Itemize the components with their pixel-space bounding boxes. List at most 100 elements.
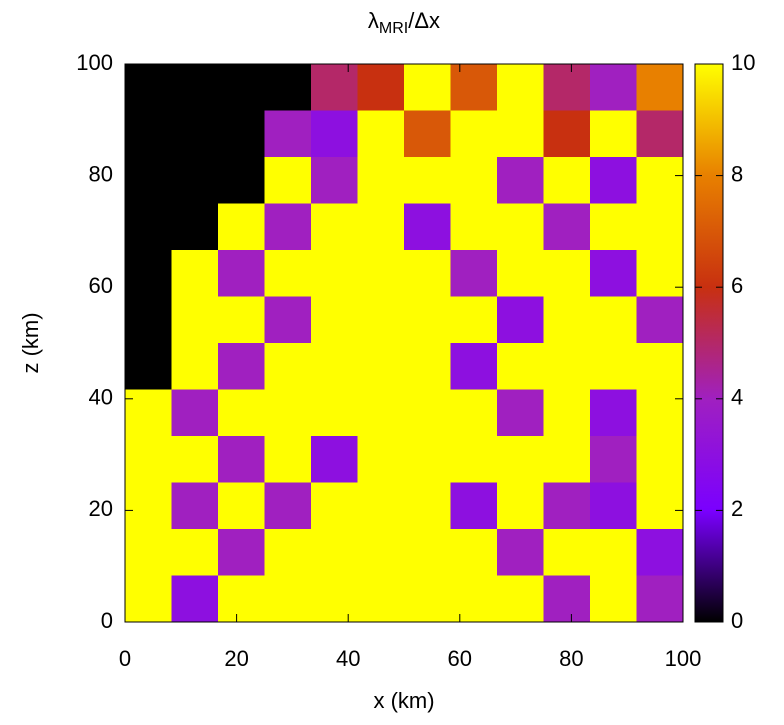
heat-cell [125,110,172,158]
heat-cell [357,343,405,390]
heat-cell [171,250,219,297]
x-tick-label: 80 [559,646,583,671]
heat-cell [636,296,684,344]
heat-cell [497,64,544,111]
x-tick-label: 100 [665,646,702,671]
colorbar-tick-label: 4 [731,385,743,410]
y-tick-label: 40 [89,385,113,410]
heat-cell [125,482,172,530]
heat-cell [171,110,219,158]
heat-cell [543,157,591,204]
heat-cell [543,389,591,437]
chart-title: λMRI/Δx [368,8,440,37]
heat-cell [450,575,498,623]
heat-cell [311,575,358,623]
heat-cell [497,250,544,297]
x-tick-label: 40 [336,646,360,671]
heat-cell [357,482,405,530]
heat-cell [636,575,684,623]
heat-cell [264,157,312,204]
heat-cell [125,575,172,623]
heat-cell [125,157,172,204]
title-rest: /Δx [408,8,440,33]
heat-cell [450,436,498,483]
heat-cell [357,529,405,576]
colorbar-tick-label: 0 [731,608,743,633]
heat-cell [311,203,358,251]
heat-cell [590,575,637,623]
heat-cell [590,250,637,297]
heat-cell [543,436,591,483]
heat-cell [590,203,637,251]
heat-cell [264,575,312,623]
colorbar-tick-label: 8 [731,161,743,186]
heat-cell [171,296,219,344]
heat-cell [218,64,265,111]
heat-cell [171,529,219,576]
heat-cell [171,575,219,623]
heat-cell [543,203,591,251]
heat-cell [543,343,591,390]
heat-cell [218,343,265,390]
heat-cell [590,296,637,344]
heat-cell [171,436,219,483]
heat-cell [450,157,498,204]
heat-cell [218,436,265,483]
heat-cell [218,157,265,204]
heat-cell [636,250,684,297]
heat-cell [590,482,637,530]
heat-cell [636,343,684,390]
heat-cell [404,482,451,530]
heat-cell [450,110,498,158]
heat-cell [357,157,405,204]
heat-cell [171,482,219,530]
heat-cell [450,343,498,390]
heat-cell [264,389,312,437]
heat-cell [636,157,684,204]
heat-cell [264,203,312,251]
title-main: λ [368,8,379,33]
heat-cell [543,575,591,623]
heat-cell [404,575,451,623]
heat-cell [357,575,405,623]
heat-cell [543,110,591,158]
heat-cell [264,482,312,530]
heat-cell [404,110,451,158]
y-tick-label: 100 [76,50,113,75]
heat-cell [311,343,358,390]
heat-cell [125,296,172,344]
heat-cell [171,389,219,437]
heat-cell [311,64,358,111]
heat-cell [357,389,405,437]
heat-cell [590,436,637,483]
heat-cell [311,110,358,158]
heat-cell [543,250,591,297]
heat-cell [450,529,498,576]
heat-cell [497,436,544,483]
heat-cell [357,110,405,158]
heat-cell [171,343,219,390]
heat-cell [311,296,358,344]
heat-cell [404,250,451,297]
heat-cell [497,110,544,158]
heat-cell [404,64,451,111]
heat-cell [590,389,637,437]
heat-cell [125,389,172,437]
heat-cell [450,64,498,111]
y-tick-label: 60 [89,273,113,298]
heat-cell [450,482,498,530]
heat-cell [543,529,591,576]
heat-cell [264,529,312,576]
heat-cell [497,343,544,390]
heat-cell [311,482,358,530]
heat-cell [404,436,451,483]
heat-cell [450,296,498,344]
heat-cell [543,482,591,530]
heat-cell [590,157,637,204]
heat-cell [450,250,498,297]
heat-cell [450,389,498,437]
heat-cell [357,203,405,251]
heat-cell [311,250,358,297]
heat-cell [125,203,172,251]
